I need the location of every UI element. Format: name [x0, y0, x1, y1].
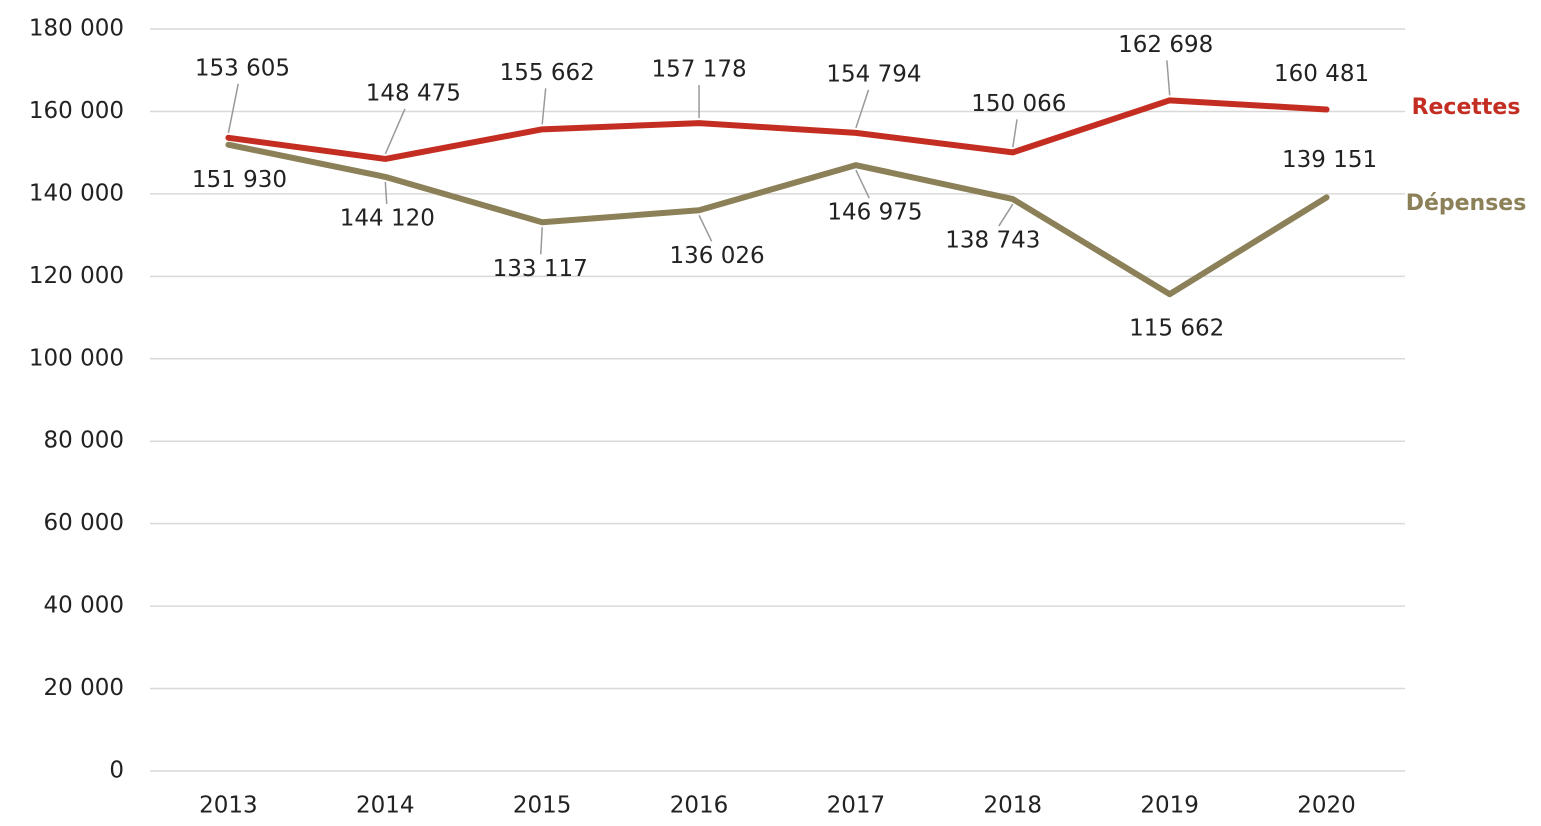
data-label: 138 743: [945, 228, 1040, 254]
leader-line: [541, 88, 547, 125]
y-tick-label: 80 000: [44, 428, 124, 454]
data-label: 160 481: [1274, 61, 1369, 87]
x-tick-label: 2020: [1297, 793, 1356, 819]
x-tick-label: 2013: [199, 793, 258, 819]
leader-line: [855, 169, 870, 199]
data-label: 136 026: [670, 243, 765, 269]
series-line: [225, 141, 1330, 298]
data-label: 148 475: [366, 80, 461, 106]
y-tick-label: 100 000: [29, 345, 124, 371]
y-tick-label: 20 000: [44, 675, 124, 701]
leader-line: [540, 227, 543, 255]
data-label: 115 662: [1129, 316, 1224, 342]
x-tick-label: 2014: [356, 793, 415, 819]
data-label: 150 066: [971, 91, 1066, 117]
data-label: 154 794: [826, 61, 921, 87]
y-tick-label: 40 000: [44, 593, 124, 619]
y-tick-label: 180 000: [29, 16, 124, 42]
data-label: 162 698: [1118, 32, 1213, 58]
leader-line: [384, 108, 406, 155]
data-label: 144 120: [340, 205, 435, 231]
leader-line: [1012, 119, 1018, 148]
x-tick-label: 2016: [670, 793, 729, 819]
y-tick-label: 0: [109, 758, 124, 784]
legend-label: Recettes: [1412, 95, 1521, 120]
data-label: 151 930: [192, 167, 287, 193]
legend-label: Dépenses: [1406, 191, 1527, 216]
x-tick-label: 2018: [984, 793, 1043, 819]
series-line: [225, 97, 1330, 162]
data-label: 146 975: [827, 200, 922, 226]
leader-line: [1166, 60, 1171, 96]
y-tick-label: 120 000: [29, 263, 124, 289]
x-tick-label: 2019: [1140, 793, 1199, 819]
x-tick-label: 2017: [827, 793, 886, 819]
data-label: 153 605: [195, 55, 290, 81]
leader-line: [998, 203, 1014, 227]
data-label: 155 662: [500, 60, 595, 86]
leader-line: [384, 181, 388, 204]
y-tick-label: 160 000: [29, 98, 124, 124]
data-label: 139 151: [1282, 147, 1377, 173]
leader-line: [698, 214, 713, 242]
x-tick-label: 2015: [513, 793, 572, 819]
leader-line: [227, 83, 239, 133]
y-tick-label: 60 000: [44, 510, 124, 536]
data-label: 133 117: [493, 256, 588, 282]
y-tick-label: 140 000: [29, 180, 124, 206]
data-label: 157 178: [652, 57, 747, 83]
leader-line: [855, 89, 870, 129]
